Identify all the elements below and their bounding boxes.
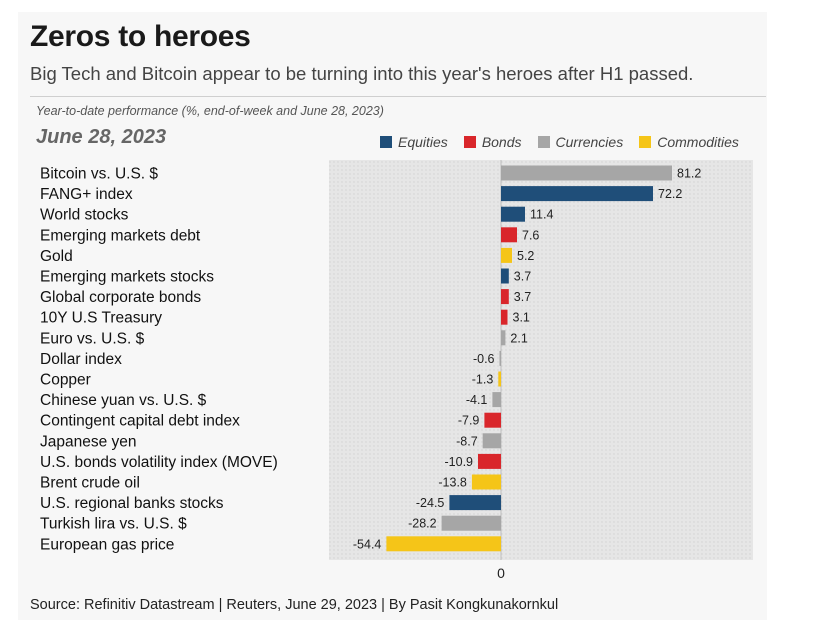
- value-labels-group: 81.2 72.2 11.4 7.6 5.2 3.7 3.7 3.1 2.1 -0.6 -1.3 -4…: [353, 167, 701, 552]
- bar: [492, 392, 501, 408]
- category-label: Copper: [40, 372, 91, 389]
- value-label: -4.1: [466, 393, 488, 407]
- bar: [441, 515, 501, 531]
- category-label: European gas price: [40, 536, 174, 553]
- value-label: -0.6: [473, 352, 495, 366]
- category-labels-group: Bitcoin vs. U.S. $ FANG+ index World stock…: [40, 166, 278, 554]
- bar: [499, 350, 501, 366]
- value-label: -13.8: [438, 476, 467, 490]
- bar: [501, 165, 672, 181]
- category-label: Emerging markets stocks: [40, 269, 214, 286]
- bar: [471, 474, 501, 490]
- bar: [484, 412, 501, 428]
- category-label: Bitcoin vs. U.S. $: [40, 166, 158, 183]
- category-label: Global corporate bonds: [40, 289, 201, 306]
- category-label: Emerging markets debt: [40, 227, 201, 244]
- value-label: 3.7: [514, 270, 531, 284]
- value-label: -24.5: [416, 496, 445, 510]
- legend: Equities Bonds Currencies Commodities: [380, 134, 739, 150]
- category-label: Japanese yen: [40, 433, 137, 450]
- value-label: -8.7: [456, 434, 478, 448]
- category-label: 10Y U.S Treasury: [40, 310, 162, 327]
- legend-label-currencies: Currencies: [555, 134, 624, 150]
- category-label: Brent crude oil: [40, 475, 140, 492]
- legend-label-equities: Equities: [398, 134, 448, 150]
- legend-item-equities: Equities: [380, 134, 448, 150]
- bar: [498, 371, 501, 387]
- legend-item-currencies: Currencies: [537, 134, 624, 150]
- value-label: -7.9: [458, 414, 480, 428]
- bar: [501, 289, 509, 305]
- page-title: Zeros to heroes: [30, 20, 251, 53]
- page-subtitle: Big Tech and Bitcoin appear to be turnin…: [30, 63, 694, 84]
- category-label: U.S. bonds volatility index (MOVE): [40, 454, 278, 471]
- value-label: 81.2: [677, 167, 701, 181]
- bar: [482, 433, 501, 449]
- bar: [501, 247, 512, 263]
- legend-swatch-equities: [380, 136, 392, 148]
- category-label: World stocks: [40, 207, 129, 224]
- legend-item-commodities: Commodities: [639, 134, 739, 150]
- legend-swatch-currencies: [537, 136, 550, 148]
- value-label: -1.3: [472, 373, 494, 387]
- value-label: 2.1: [510, 331, 527, 345]
- value-label: 72.2: [658, 187, 682, 201]
- chart-caption: Year-to-date performance (%, end-of-week…: [36, 104, 384, 118]
- category-label: Dollar index: [40, 351, 122, 368]
- bar: [501, 309, 508, 325]
- zero-tick-label: 0: [497, 565, 505, 581]
- bar: [501, 206, 525, 222]
- category-label: Turkish lira vs. U.S. $: [40, 516, 187, 533]
- bar: [501, 227, 517, 243]
- category-label: U.S. regional banks stocks: [40, 495, 224, 512]
- bar: [501, 268, 509, 284]
- value-label: -54.4: [353, 537, 382, 551]
- category-label: FANG+ index: [40, 186, 133, 203]
- bar: [449, 495, 501, 511]
- value-label: -28.2: [408, 517, 437, 531]
- value-label: 3.7: [514, 290, 531, 304]
- category-label: Euro vs. U.S. $: [40, 330, 145, 347]
- bar: [478, 453, 501, 469]
- legend-swatch-commodities: [639, 136, 652, 148]
- legend-label-bonds: Bonds: [481, 134, 522, 150]
- legend-item-bonds: Bonds: [463, 134, 522, 150]
- value-label: 5.2: [517, 249, 534, 263]
- value-label: -10.9: [445, 455, 474, 469]
- value-label: 3.1: [513, 311, 530, 325]
- category-label: Gold: [40, 248, 73, 265]
- category-label: Chinese yuan vs. U.S. $: [40, 392, 207, 409]
- plot-background: [329, 160, 753, 560]
- chart-date: June 28, 2023: [36, 126, 167, 148]
- bar: [386, 536, 501, 552]
- legend-label-commodities: Commodities: [657, 134, 739, 150]
- legend-swatch-bonds: [463, 136, 476, 148]
- bar: [501, 186, 653, 202]
- value-label: 11.4: [530, 208, 553, 222]
- bar: [501, 330, 506, 346]
- value-label: 7.6: [522, 228, 539, 242]
- category-label: Contingent capital debt index: [40, 413, 240, 430]
- divider: [30, 96, 766, 97]
- bars-group: [386, 165, 672, 552]
- source-footer: Source: Refinitiv Datastream | Reuters, …: [30, 597, 559, 613]
